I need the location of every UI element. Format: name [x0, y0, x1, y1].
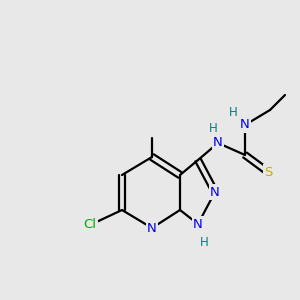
Text: N: N: [193, 218, 203, 230]
Text: N: N: [240, 118, 250, 131]
Text: N: N: [213, 136, 223, 149]
Text: Cl: Cl: [83, 218, 97, 232]
Text: S: S: [264, 166, 272, 178]
Text: N: N: [210, 185, 220, 199]
Text: N: N: [147, 221, 157, 235]
Text: H: H: [200, 236, 208, 248]
Text: H: H: [208, 122, 217, 134]
Text: H: H: [229, 106, 237, 118]
